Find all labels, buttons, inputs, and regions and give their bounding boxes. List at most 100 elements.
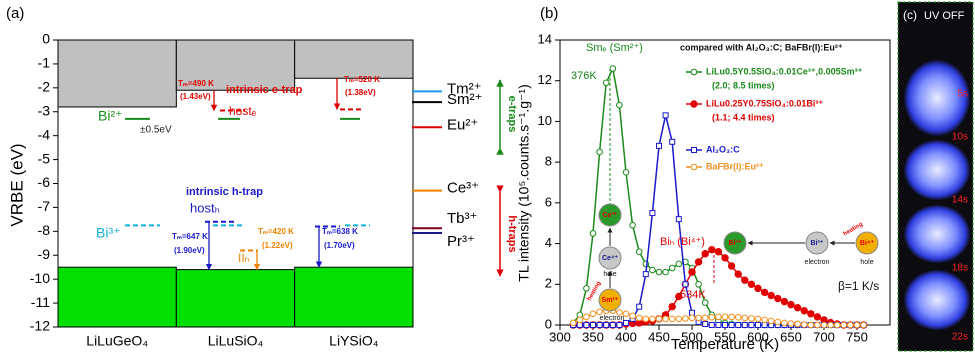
- data-point: [675, 216, 682, 223]
- legend-marker: [690, 68, 698, 76]
- x-tick-label: 600: [747, 329, 769, 344]
- annotation: Bi³⁺: [728, 240, 741, 247]
- data-point: [708, 245, 716, 254]
- data-point: [727, 262, 736, 270]
- data-point: [576, 322, 583, 328]
- ion-label: Tb³⁺: [447, 210, 477, 227]
- data-point: [748, 315, 755, 322]
- annotation: IIₕ: [238, 251, 250, 265]
- y-tick-label: 12: [538, 72, 552, 87]
- data-point: [668, 302, 676, 311]
- data-point: [741, 322, 748, 328]
- data-point: [754, 315, 762, 323]
- data-point: [714, 248, 723, 256]
- annotation: Biₕ (Bi⁴⁺): [660, 236, 705, 248]
- annotation: Bi⁴⁺: [860, 240, 874, 247]
- annotation: ±0.5eV: [140, 125, 172, 136]
- x-tick-label: 350: [582, 329, 604, 344]
- time-label: 10s: [952, 132, 968, 143]
- ion-label: Tm²⁺: [447, 80, 482, 97]
- y-tick-label: -10: [30, 270, 50, 286]
- annotation: (1.70eV): [324, 241, 355, 250]
- data-point: [589, 310, 597, 318]
- y-tick-label: 4: [545, 235, 552, 250]
- data-point: [662, 112, 669, 119]
- y-tick-label: -8: [38, 222, 51, 238]
- data-point: [668, 315, 676, 323]
- y-tick-label: -5: [38, 150, 51, 166]
- data-point: [590, 322, 596, 328]
- data-point: [656, 142, 662, 149]
- time-label: 22s: [952, 332, 968, 343]
- data-point: [609, 322, 616, 328]
- data-point: [860, 321, 867, 329]
- data-point: [583, 313, 590, 321]
- y-tick-label: 6: [545, 194, 552, 209]
- ion-label: Eu²⁺: [447, 116, 478, 133]
- annotation: (1.90eV): [174, 246, 205, 255]
- photo-glow: [904, 270, 970, 330]
- legend-marker: [690, 100, 698, 108]
- data-point: [596, 322, 603, 328]
- ion-label: Ce³⁺: [447, 180, 479, 197]
- x-tick-label: LiLuGeO₄: [86, 333, 148, 349]
- data-point: [616, 309, 623, 316]
- y-tick-label: 10: [538, 113, 552, 128]
- data-point: [695, 314, 702, 322]
- x-tick-label: 750: [846, 329, 868, 344]
- y-tick-label: 14: [538, 31, 552, 46]
- data-point: [813, 313, 822, 321]
- data-point: [774, 318, 782, 326]
- data-point: [787, 300, 795, 309]
- data-point: [807, 321, 815, 329]
- data-point: [794, 320, 801, 328]
- x-tick-label: 650: [780, 329, 802, 344]
- data-point: [807, 310, 815, 318]
- y-axis-label: VRBE (eV): [7, 143, 26, 226]
- data-point: [636, 303, 643, 310]
- data-point: [728, 322, 735, 328]
- x-axis-label: Temperature (K): [671, 336, 779, 353]
- data-point: [669, 138, 676, 145]
- annotation: hole: [603, 271, 616, 278]
- data-point: [583, 285, 590, 292]
- photo-glow: [904, 60, 970, 136]
- annotation: Ce³⁺: [603, 212, 618, 219]
- annotation: compared with Al₂O₃:C; BaFBr(I):Eu²⁺: [680, 42, 843, 52]
- data-point: [688, 268, 696, 276]
- data-point: [702, 320, 709, 327]
- y-tick-label: -12: [30, 318, 50, 334]
- ion-label: Sm²⁺: [447, 91, 482, 108]
- annotation: e-traps: [506, 96, 518, 133]
- annotation: Bi²⁺: [810, 240, 823, 247]
- y-tick-label: -7: [38, 198, 51, 214]
- data-point: [840, 321, 848, 329]
- annotation: β=1 K/s: [838, 279, 879, 293]
- y-tick-label: -4: [38, 126, 51, 142]
- conduction-band: [294, 39, 414, 79]
- data-point: [820, 321, 828, 329]
- data-point: [675, 292, 683, 301]
- data-point: [715, 322, 722, 328]
- ion-bubble: [805, 231, 829, 255]
- legend-label: Al₂O₃:C: [706, 144, 740, 154]
- y-tick-label: 2: [545, 276, 552, 291]
- valence-band: [57, 266, 177, 328]
- data-point: [662, 268, 669, 276]
- data-point: [755, 322, 761, 328]
- data-point: [734, 270, 742, 278]
- legend-marker: [690, 163, 698, 171]
- data-point: [754, 284, 762, 293]
- y-tick-label: -6: [38, 174, 51, 190]
- data-point: [622, 310, 630, 318]
- annotation: intrinsic h-trap: [186, 186, 263, 198]
- annotation: Tₘ=647 K: [172, 232, 208, 241]
- data-point: [649, 266, 656, 274]
- panel-c-title: (c): [903, 8, 917, 22]
- photo-label: UV OFF: [924, 10, 965, 22]
- data-point: [847, 321, 854, 329]
- data-point: [668, 264, 676, 272]
- y-tick-label: -11: [31, 294, 50, 310]
- photo-glow: [904, 205, 970, 263]
